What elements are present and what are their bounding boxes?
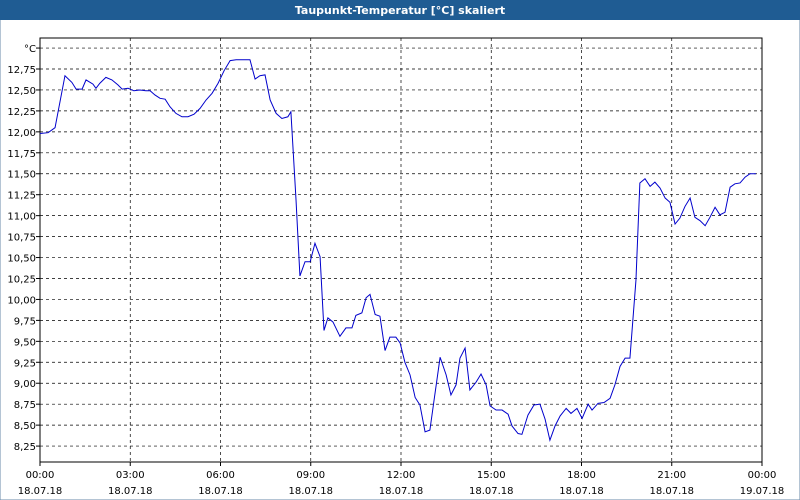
y-tick-label: 8,75: [14, 400, 36, 411]
x-tick-label: 00:00 18.07.18: [18, 470, 63, 497]
x-tick-label: 15:00 18.07.18: [469, 470, 514, 497]
title-bar: [0, 0, 800, 20]
y-tick-label: 10,00: [7, 295, 36, 306]
y-tick-label: 11,00: [7, 212, 36, 223]
y-tick-label: 11,25: [7, 191, 36, 202]
x-tick-label: 03:00 18.07.18: [108, 470, 153, 497]
x-tick-label: 21:00 18.07.18: [649, 470, 694, 497]
y-tick-label: 9,00: [14, 379, 36, 390]
y-tick-label: 12,50: [7, 86, 36, 97]
y-tick-label: 10,25: [7, 274, 36, 285]
y-tick-label: 10,50: [7, 254, 36, 265]
y-tick-label: °C: [24, 44, 36, 55]
y-tick-label: 8,25: [14, 442, 36, 453]
y-tick-label: 10,75: [7, 233, 36, 244]
y-tick-label: 9,25: [14, 358, 36, 369]
y-tick-label: 11,50: [7, 170, 36, 181]
x-tick-label: 09:00 18.07.18: [288, 470, 333, 497]
y-tick-label: 11,75: [7, 149, 36, 160]
y-tick-label: 12,25: [7, 107, 36, 118]
x-tick-label: 18:00 18.07.18: [559, 470, 604, 497]
y-tick-label: 12,00: [7, 128, 36, 139]
y-tick-label: 9,75: [14, 316, 36, 327]
y-tick-label: 9,50: [14, 337, 36, 348]
y-tick-label: 12,75: [7, 65, 36, 76]
x-tick-label: 06:00 18.07.18: [198, 470, 243, 497]
data-line: [39, 59, 756, 442]
x-tick-label: 00:00 19.07.18: [740, 470, 785, 497]
y-tick-label: 8,50: [14, 421, 36, 432]
chart-title: Taupunkt-Temperatur [°C] skaliert: [295, 4, 505, 17]
x-tick-label: 12:00 18.07.18: [379, 470, 424, 497]
